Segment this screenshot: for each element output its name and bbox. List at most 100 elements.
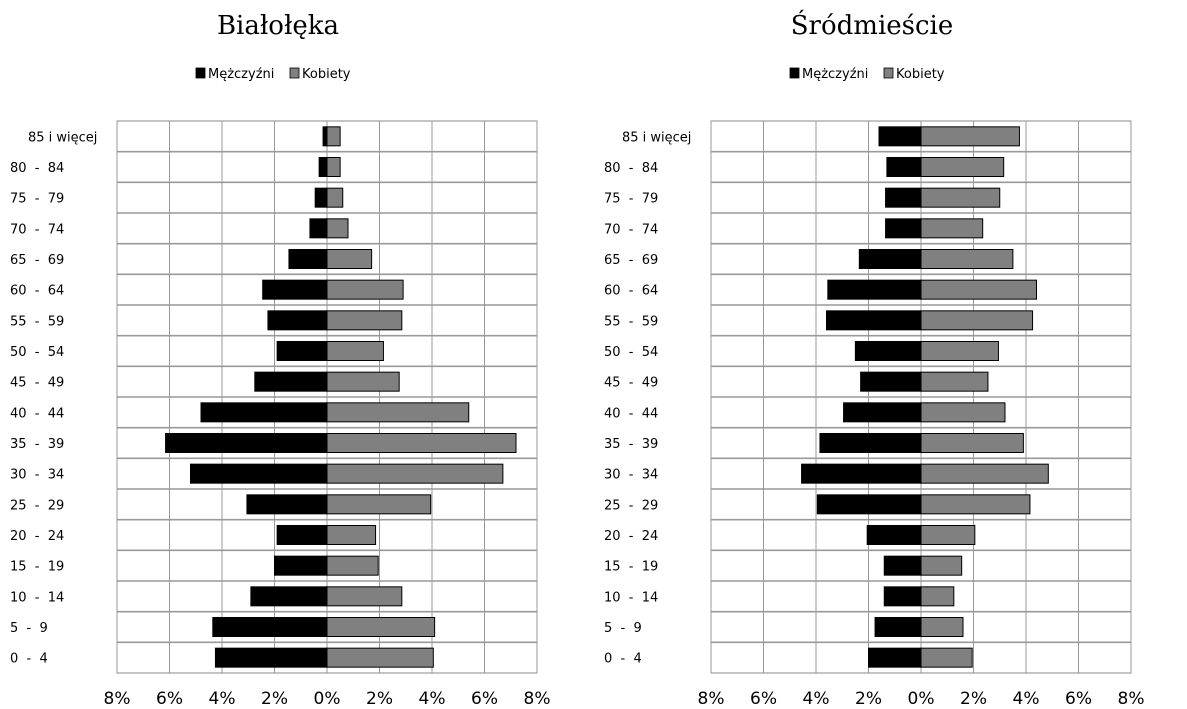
bar-men xyxy=(874,616,922,638)
bar-men xyxy=(860,371,922,392)
bar-men xyxy=(274,555,328,576)
x-tick-label: 4% xyxy=(209,689,236,709)
bar-men xyxy=(885,218,922,239)
category-label: 5 - 9 xyxy=(10,621,48,636)
bar-men xyxy=(883,586,922,607)
bar-women xyxy=(326,555,379,576)
chart-title: Śródmieście xyxy=(791,9,954,41)
bar-women xyxy=(920,402,1006,423)
legend: Mężczyźni Kobiety xyxy=(789,67,945,82)
category-label: 5 - 9 xyxy=(604,621,642,636)
x-tick-label: 6% xyxy=(1065,689,1092,709)
bar-women xyxy=(326,126,341,147)
bar-women xyxy=(920,156,1005,178)
category-label: 80 - 84 xyxy=(604,161,658,176)
bar-men xyxy=(878,126,922,147)
bar-men xyxy=(314,187,328,208)
bar-men xyxy=(288,248,328,270)
legend-swatch-men xyxy=(789,67,800,79)
category-label: 20 - 24 xyxy=(604,529,658,544)
x-tick-label: 2% xyxy=(261,689,288,709)
category-label: 10 - 14 xyxy=(10,590,64,605)
category-label: 25 - 29 xyxy=(604,498,658,513)
bar-men xyxy=(262,279,328,300)
category-label: 50 - 54 xyxy=(604,345,658,360)
category-label: 0 - 4 xyxy=(10,652,48,667)
bar-men xyxy=(276,340,328,362)
bar-women xyxy=(920,371,989,392)
legend: Mężczyźni Kobiety xyxy=(195,67,351,82)
bar-women xyxy=(326,494,432,515)
x-tick-label: 4% xyxy=(1013,689,1040,709)
x-tick-label: 8% xyxy=(524,689,551,709)
bar-men xyxy=(322,126,328,147)
x-tick-label: 0% xyxy=(908,689,935,709)
bar-men xyxy=(214,647,328,668)
category-label: 50 - 54 xyxy=(10,345,64,360)
bar-men xyxy=(801,463,922,484)
category-label: 85 i więcej xyxy=(28,130,97,145)
bar-men xyxy=(200,402,328,423)
bar-men xyxy=(868,647,922,668)
category-label: 45 - 49 xyxy=(10,376,64,391)
chart-bialoleka: Białołęka Mężczyźni Kobiety 85 i więcej 80 -… xyxy=(10,11,551,709)
bar-men xyxy=(309,218,328,239)
bar-men xyxy=(190,463,328,484)
bar-men xyxy=(254,371,328,392)
bar-men xyxy=(886,156,922,178)
bar-women xyxy=(920,524,976,546)
category-label: 75 - 79 xyxy=(604,192,658,207)
bar-women xyxy=(326,310,403,331)
bar-women xyxy=(920,494,1031,515)
bar-women xyxy=(920,187,1001,208)
bar-men xyxy=(816,494,922,515)
category-label: 65 - 69 xyxy=(604,253,658,268)
bar-women xyxy=(920,126,1020,147)
x-tick-label: 2% xyxy=(366,689,393,709)
x-tick-label: 8% xyxy=(104,689,131,709)
category-label: 0 - 4 xyxy=(604,652,642,667)
bar-women xyxy=(326,218,349,239)
bar-women xyxy=(920,279,1037,300)
bar-men xyxy=(827,279,922,300)
bar-women xyxy=(326,187,344,208)
category-label: 40 - 44 xyxy=(604,406,658,421)
category-label: 30 - 34 xyxy=(10,468,64,483)
legend-label-women: Kobiety xyxy=(302,67,351,82)
x-tick-label: 4% xyxy=(803,689,830,709)
category-label: 15 - 19 xyxy=(10,560,64,575)
bar-women xyxy=(326,279,404,300)
category-label: 35 - 39 xyxy=(10,437,64,452)
bar-women xyxy=(920,248,1014,270)
x-tick-label: 4% xyxy=(419,689,446,709)
legend-swatch-men xyxy=(195,67,206,79)
chart-srodmiescie: Śródmieście Mężczyźni Kobiety 85 i więcej 80… xyxy=(594,0,1187,709)
bar-women xyxy=(326,402,470,423)
bar-women xyxy=(326,156,341,178)
category-label: 75 - 79 xyxy=(10,192,64,207)
bar-women xyxy=(920,647,973,668)
x-tick-label: 6% xyxy=(750,689,777,709)
bar-women xyxy=(326,432,517,454)
bar-men xyxy=(866,524,922,546)
category-label: 30 - 34 xyxy=(604,468,658,483)
bar-men xyxy=(819,432,922,454)
bar-women xyxy=(920,616,964,638)
bar-women xyxy=(326,248,373,270)
bar-men xyxy=(858,248,922,270)
legend-label-men: Mężczyźni xyxy=(802,67,868,82)
category-label: 35 - 39 xyxy=(604,437,658,452)
legend-label-men: Mężczyźni xyxy=(208,67,274,82)
bar-women xyxy=(920,463,1049,484)
category-label: 40 - 44 xyxy=(10,406,64,421)
bar-women xyxy=(326,524,377,546)
category-label: 25 - 29 xyxy=(10,498,64,513)
category-label: 85 i więcej xyxy=(622,130,691,145)
category-label: 55 - 59 xyxy=(10,314,64,329)
bar-women xyxy=(326,340,384,362)
legend-swatch-women xyxy=(289,67,300,79)
category-label: 80 - 84 xyxy=(10,161,64,176)
category-label: 70 - 74 xyxy=(10,222,64,237)
bar-men xyxy=(826,310,922,331)
bar-women xyxy=(920,310,1034,331)
